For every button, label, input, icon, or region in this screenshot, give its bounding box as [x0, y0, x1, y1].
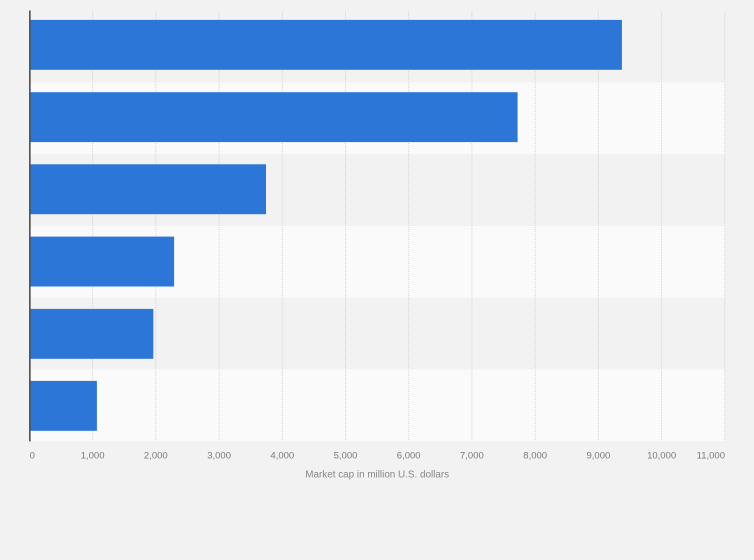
svg-text:1,000: 1,000	[81, 450, 105, 461]
svg-text:11,000: 11,000	[697, 450, 725, 461]
svg-text:8,000: 8,000	[523, 450, 547, 461]
svg-text:6,000: 6,000	[397, 450, 421, 461]
svg-text:7,000: 7,000	[460, 450, 484, 461]
svg-text:10,000: 10,000	[647, 450, 676, 461]
svg-text:Market cap in million U.S. dol: Market cap in million U.S. dollars	[305, 469, 449, 480]
svg-text:3,000: 3,000	[207, 450, 231, 461]
svg-text:0: 0	[30, 450, 35, 461]
svg-text:5,000: 5,000	[334, 450, 358, 461]
svg-text:4,000: 4,000	[270, 450, 294, 461]
svg-text:2,000: 2,000	[144, 450, 168, 461]
svg-text:9,000: 9,000	[587, 450, 611, 461]
